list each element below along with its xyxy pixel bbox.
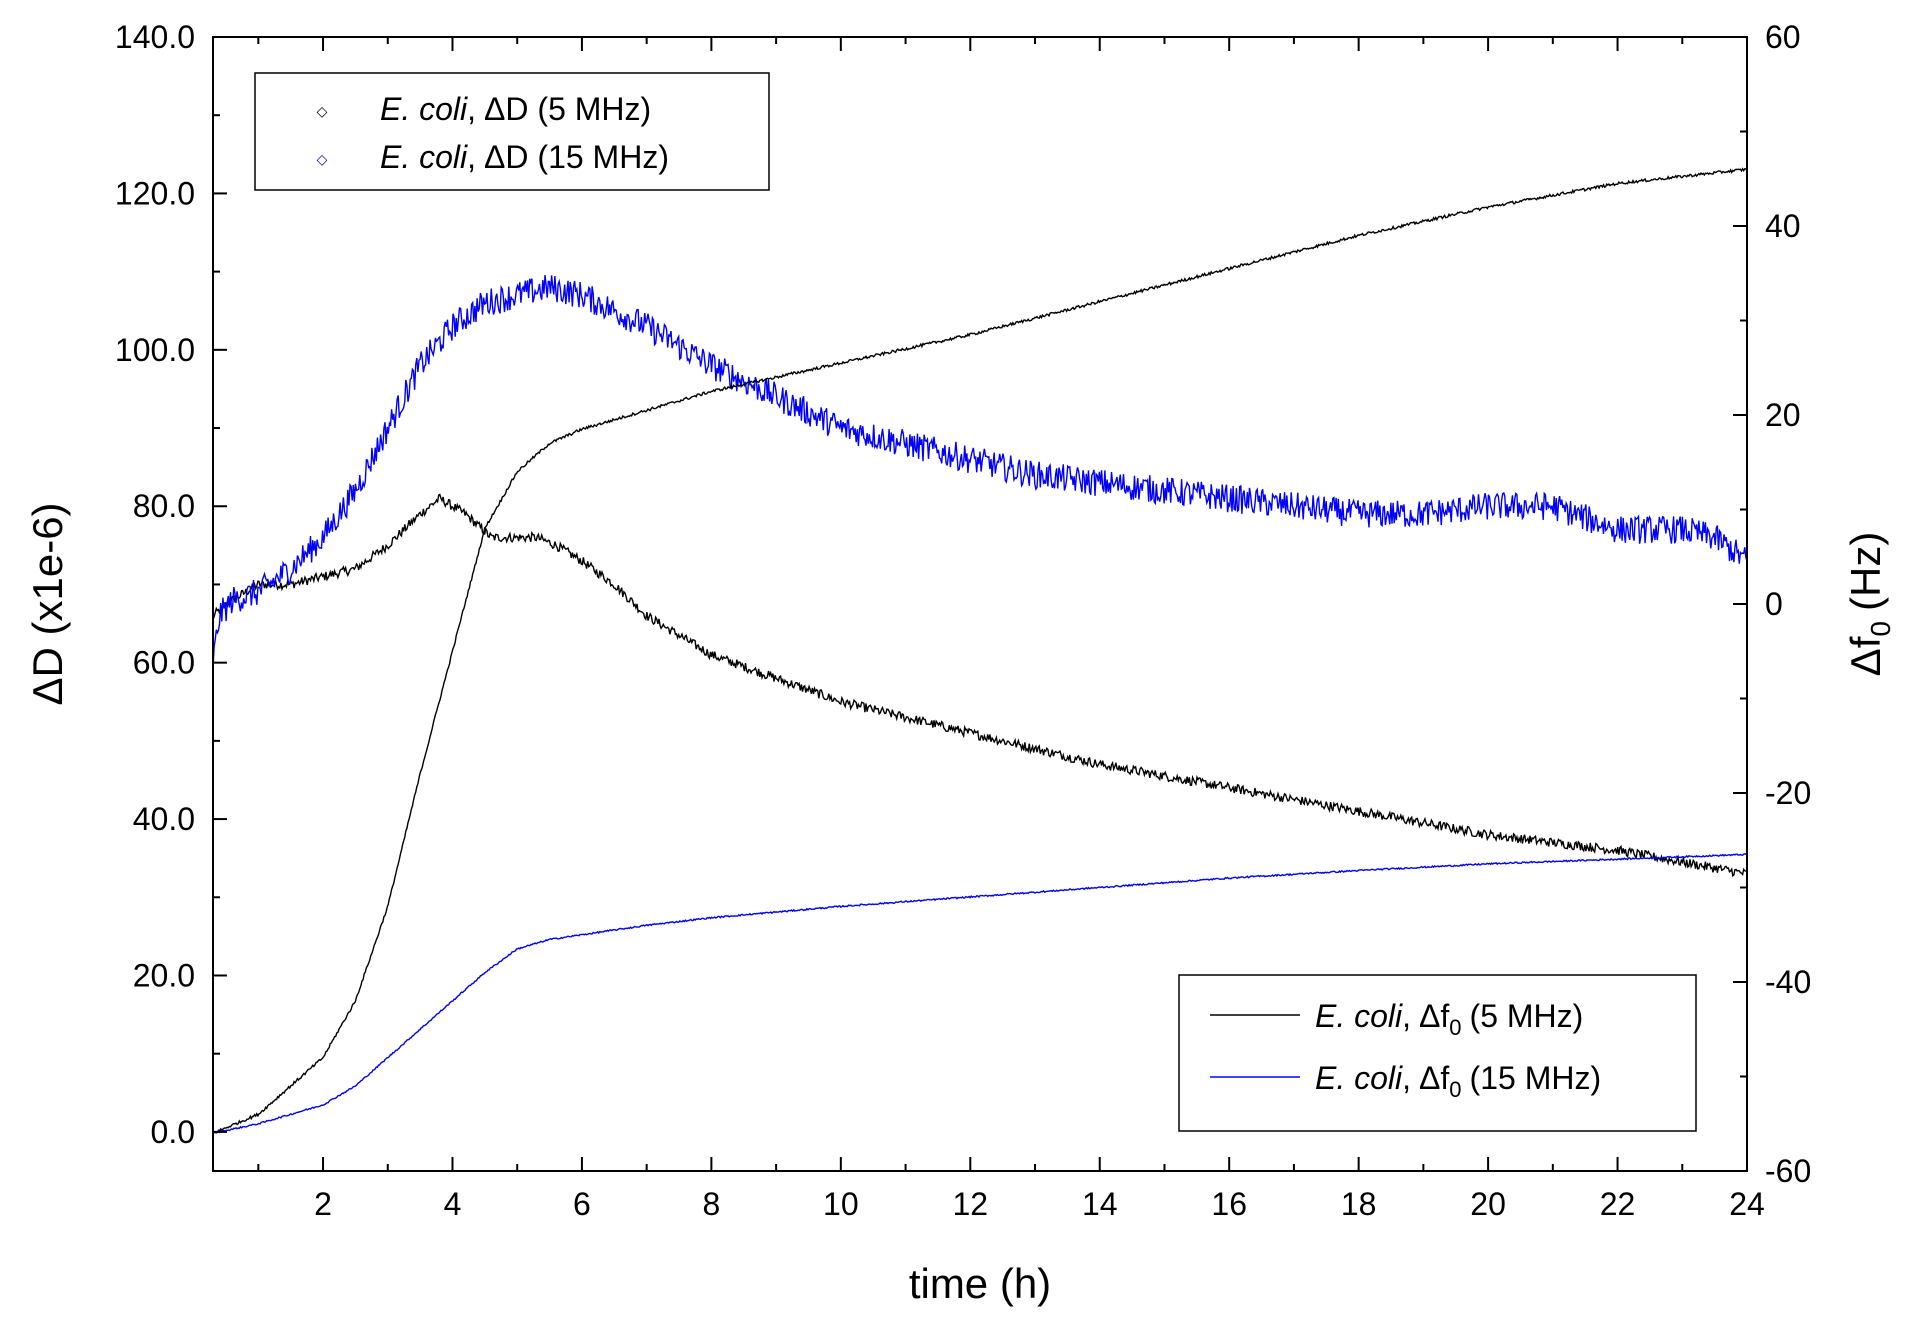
- right-tick-label: -40: [1765, 964, 1811, 1000]
- legend-marker: ◇: [317, 103, 328, 119]
- series-layer: [212, 167, 1748, 1135]
- axis-tick-labels: 2 4 6 8 10 12 14 16 18 20 22 240.020.040.060.080.01…: [115, 19, 1811, 1222]
- x-tick-label: 16: [1211, 1186, 1247, 1222]
- right-tick-label: 0: [1765, 586, 1783, 622]
- left-tick-label: 80.0: [133, 488, 195, 524]
- legend-bottom-box: [1178, 974, 1697, 1132]
- legend-label: E. coli, ΔD (15 MHz): [380, 139, 669, 175]
- x-tick-label: 6: [573, 1186, 591, 1222]
- x-tick-label: 24: [1729, 1186, 1765, 1222]
- legend-top-box: [254, 72, 770, 191]
- legend-bottom-entry: E. coli, Δf0 (15 MHz): [1210, 1060, 1601, 1102]
- right-tick-label: 40: [1765, 208, 1801, 244]
- x-tick-label: 8: [702, 1186, 720, 1222]
- axis-ticks: [213, 36, 1748, 1172]
- series-line-2: [212, 167, 1748, 1134]
- right-tick-label: 60: [1765, 19, 1801, 55]
- x-tick-label: 22: [1600, 1186, 1636, 1222]
- left-tick-label: 20.0: [133, 957, 195, 993]
- right-tick-label: -60: [1765, 1153, 1811, 1189]
- right-axis-title-sub: 0: [1865, 621, 1896, 637]
- left-tick-label: 0.0: [151, 1114, 195, 1150]
- legend-top: ◇ E. coli, ΔD (5 MHz) ◇ E. coli, ΔD (15 MH…: [254, 72, 770, 191]
- legend-top-entry: ◇ E. coli, ΔD (15 MHz): [317, 139, 669, 175]
- legend-marker: ◇: [317, 151, 328, 167]
- x-tick-label: 18: [1341, 1186, 1377, 1222]
- legend-bottom: E. coli, Δf0 (5 MHz) E. coli, Δf0 (15 MHz): [1178, 974, 1697, 1132]
- legend-label: E. coli, ΔD (5 MHz): [380, 91, 651, 127]
- left-tick-label: 40.0: [133, 801, 195, 837]
- x-tick-label: 20: [1470, 1186, 1506, 1222]
- x-axis-title: time (h): [909, 1260, 1051, 1307]
- left-tick-label: 100.0: [115, 332, 195, 368]
- legend-bottom-entry: E. coli, Δf0 (5 MHz): [1210, 998, 1583, 1040]
- legend-label: E. coli, Δf0 (15 MHz): [1315, 1060, 1601, 1102]
- left-tick-label: 120.0: [115, 175, 195, 211]
- left-axis-title: ΔD (x1e-6): [24, 502, 71, 705]
- x-tick-label: 10: [823, 1186, 859, 1222]
- x-tick-label: 2: [314, 1186, 332, 1222]
- x-tick-label: 12: [952, 1186, 988, 1222]
- left-tick-label: 60.0: [133, 645, 195, 681]
- x-tick-label: 14: [1082, 1186, 1118, 1222]
- right-axis-title: Δf0 (Hz): [1842, 532, 1896, 677]
- series-line-1: [212, 275, 1748, 669]
- right-axis-title-main: Δf: [1842, 636, 1889, 676]
- legend-label: E. coli, Δf0 (5 MHz): [1315, 998, 1583, 1040]
- right-tick-label: -20: [1765, 775, 1811, 811]
- series-line-0: [212, 493, 1748, 878]
- x-tick-label: 4: [444, 1186, 462, 1222]
- legend-top-entry: ◇ E. coli, ΔD (5 MHz): [317, 91, 652, 127]
- right-tick-label: 20: [1765, 397, 1801, 433]
- right-axis-title-unit: (Hz): [1842, 532, 1889, 611]
- left-tick-label: 140.0: [115, 19, 195, 55]
- series-line-3: [212, 853, 1748, 1135]
